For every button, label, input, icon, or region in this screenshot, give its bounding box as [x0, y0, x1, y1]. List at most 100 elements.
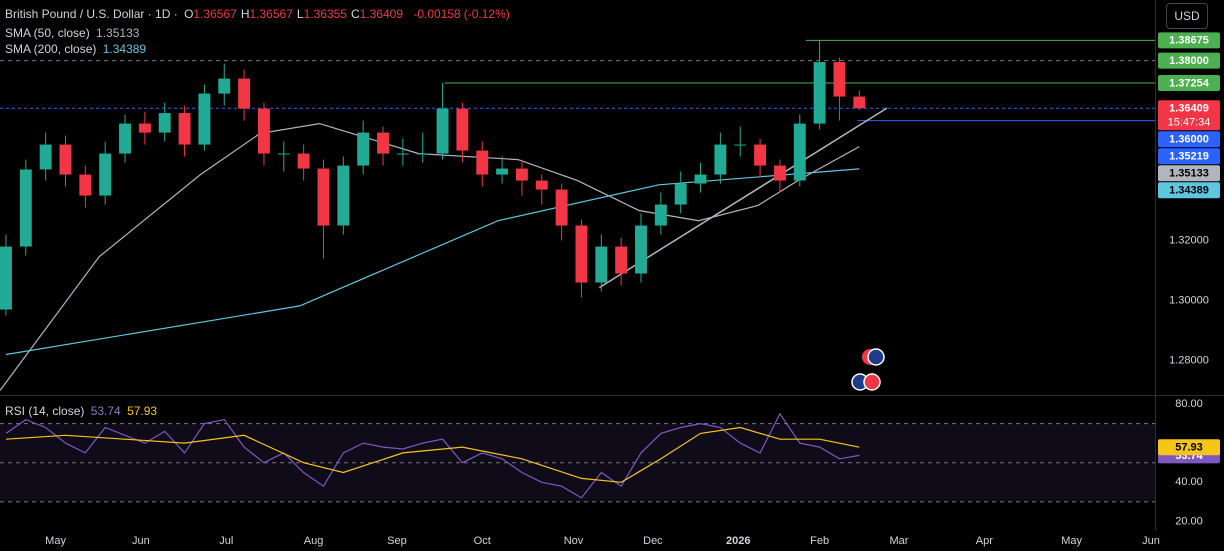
candle-body	[59, 144, 72, 175]
price-tag-label: 1.37254	[1169, 77, 1210, 89]
candle-body	[0, 246, 12, 310]
price-tag	[1158, 32, 1220, 49]
x-tick-label: Jul	[219, 535, 233, 547]
y-tick-label: 80.00	[1175, 398, 1203, 410]
candle-body	[575, 225, 588, 283]
countdown: 15:47:34	[1168, 117, 1211, 129]
x-tick-label: 2026	[726, 535, 750, 547]
x-tick-label: Aug	[304, 535, 324, 547]
y-tick-label: 1.28000	[1169, 354, 1209, 366]
price-tag-label: 1.35219	[1169, 151, 1209, 163]
y-tick-label: 1.32000	[1169, 234, 1209, 246]
ohlc-label: O	[184, 7, 194, 21]
candle-body	[138, 123, 151, 133]
symbol-header: British Pound / U.S. Dollar · 1D · O1.36…	[5, 7, 513, 21]
price-tag	[1158, 182, 1220, 199]
price-tag-label: 1.38000	[1169, 55, 1209, 67]
rsi-tag	[1158, 439, 1220, 456]
candle-body	[793, 123, 806, 181]
candle-body	[476, 150, 489, 175]
change-percent: (-0.12%)	[463, 7, 510, 21]
candle-body	[496, 168, 509, 175]
candle-body	[158, 113, 171, 133]
legend-sma50: SMA (50, close) 1.35133	[5, 26, 142, 40]
legend-value: 53.74	[90, 404, 121, 418]
x-tick-label: Oct	[474, 535, 491, 547]
candle-body	[357, 132, 370, 166]
candle-body	[198, 93, 211, 145]
candle-body	[674, 183, 687, 205]
sma-line	[5, 168, 860, 356]
x-tick-label: Nov	[564, 535, 584, 547]
candle-body	[654, 204, 667, 226]
price-tag-label: 1.34389	[1169, 185, 1209, 197]
x-tick-label: Jun	[132, 535, 150, 547]
candle-body	[515, 168, 528, 181]
ohlc-value: 1.36409	[359, 7, 404, 21]
candle-body	[535, 180, 548, 190]
x-tick-label: Sep	[387, 535, 407, 547]
candle-body	[754, 144, 767, 166]
event-icon	[867, 348, 885, 366]
y-tick-label: 1.30000	[1169, 294, 1209, 306]
candle-body	[773, 165, 786, 181]
candle-body	[178, 113, 191, 145]
candle-body	[853, 96, 866, 109]
price-tag	[1158, 52, 1220, 69]
x-tick-label: Mar	[890, 535, 909, 547]
candle-body	[99, 153, 112, 196]
legend-value: 1.35133	[96, 26, 140, 40]
symbol-title: British Pound / U.S. Dollar · 1D ·	[5, 7, 178, 21]
rsi-tag-label: 57.93	[1175, 442, 1203, 454]
price-tag-label: 1.36000	[1169, 134, 1209, 146]
ohlc-value: 1.36567	[193, 7, 237, 21]
legend-value: 57.93	[127, 404, 158, 418]
candle-body	[396, 153, 409, 155]
event-icons	[851, 348, 885, 391]
x-tick-label: Dec	[643, 535, 663, 547]
candle-body	[436, 108, 449, 154]
change: -0.00158	[413, 7, 461, 21]
candle-body	[635, 225, 647, 274]
legend-sma200: SMA (200, close) 1.34389	[5, 42, 149, 56]
legend-label: SMA (200, close)	[5, 42, 97, 56]
price-tag-label: 1.38675	[1169, 35, 1209, 47]
price-tag	[1158, 131, 1220, 148]
candle-body	[416, 153, 429, 155]
price-tag-label: 1.36409	[1169, 103, 1209, 115]
candle-body	[19, 169, 32, 247]
ohlc-value: 1.36355	[303, 7, 347, 21]
ohlc-value: 1.36567	[249, 7, 293, 21]
price-tag	[1158, 148, 1220, 165]
legend-value: 1.34389	[102, 42, 147, 56]
candle-body	[218, 78, 231, 94]
sma-line	[0, 122, 860, 391]
candle-body	[714, 144, 727, 175]
candle-body	[595, 246, 608, 283]
x-tick-label: May	[1061, 535, 1082, 547]
candle-body	[317, 168, 330, 226]
ohlc-values: O1.36567 H1.36567 L1.36355 C1.36409	[184, 7, 407, 21]
candle-body	[297, 153, 310, 169]
candle-body	[119, 123, 131, 154]
event-icon	[863, 373, 881, 391]
legend-label: SMA (50, close)	[5, 26, 90, 40]
candle-body	[257, 108, 270, 154]
legend-label: RSI (14, close)	[5, 404, 85, 418]
candle-body	[694, 174, 707, 184]
candle-body	[337, 165, 350, 226]
candle-body	[377, 132, 389, 154]
x-tick-label: Feb	[810, 535, 829, 547]
candle-body	[555, 189, 568, 226]
price-tag	[1158, 165, 1220, 182]
candle-body	[238, 78, 251, 109]
x-tick-label: May	[45, 535, 66, 547]
y-tick-label: 40.00	[1175, 476, 1203, 488]
x-tick-label: Jun	[1142, 535, 1160, 547]
candle-body	[79, 174, 92, 196]
currency-button[interactable]: USD	[1166, 3, 1208, 29]
candle-body	[39, 144, 52, 170]
candle-body	[277, 153, 290, 155]
